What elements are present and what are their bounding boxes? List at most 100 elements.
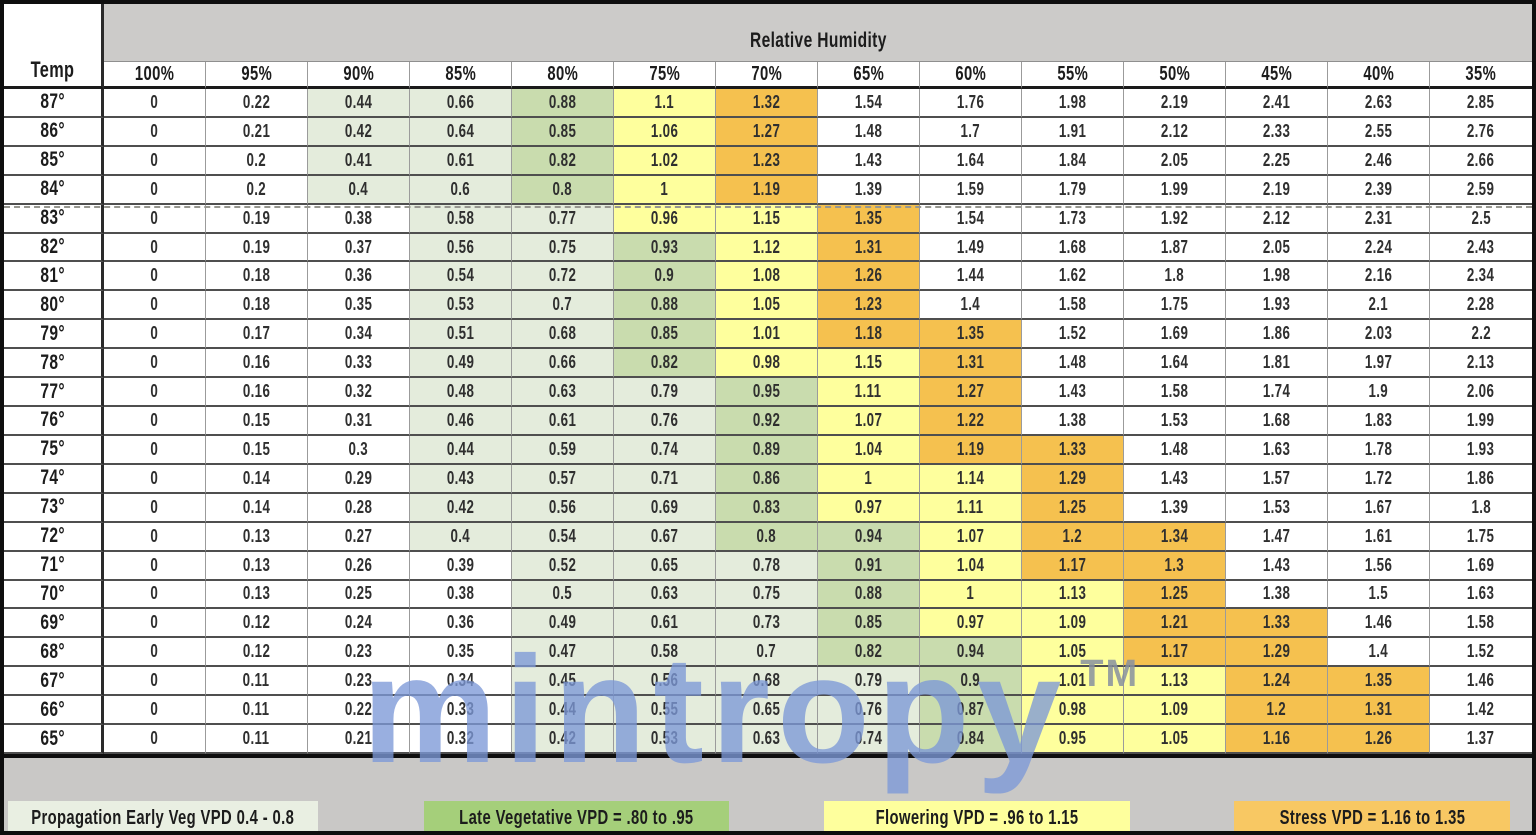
vpd-cell: 0.45 (512, 667, 614, 697)
vpd-cell: 0.32 (308, 378, 410, 408)
vpd-cell: 1.86 (1430, 464, 1532, 494)
temp-column-header: Temp (4, 4, 104, 89)
vpd-cell: 0.36 (410, 609, 512, 639)
vpd-cell: 0.61 (614, 609, 716, 639)
vpd-cell: 0.2 (206, 146, 308, 176)
vpd-cell: 1.54 (920, 204, 1022, 234)
vpd-cell: 2.13 (1430, 349, 1532, 379)
vpd-cell: 1.93 (1430, 435, 1532, 465)
vpd-cell: 1.1 (614, 89, 716, 118)
vpd-cell: 0.65 (716, 696, 818, 726)
temp-row-header: 81° (4, 262, 104, 292)
vpd-cell: 1.01 (1022, 667, 1124, 697)
vpd-cell: 0 (104, 638, 206, 668)
vpd-cell: 0.85 (512, 117, 614, 147)
vpd-cell: 1.2 (1022, 522, 1124, 552)
vpd-cell: 1.31 (1328, 696, 1430, 726)
vpd-cell: 0 (104, 522, 206, 552)
temp-row-header: 75° (4, 435, 104, 465)
temp-row-header: 69° (4, 609, 104, 639)
vpd-cell: 0.53 (410, 291, 512, 321)
vpd-cell: 1.38 (1226, 580, 1328, 610)
vpd-cell: 0.91 (818, 551, 920, 581)
vpd-cell: 1.37 (1430, 725, 1532, 754)
vpd-cell: 1.78 (1328, 435, 1430, 465)
vpd-cell: 2.12 (1124, 117, 1226, 147)
legend-propagation-early-veg: Propagation Early Veg VPD 0.4 - 0.8 (8, 801, 318, 831)
vpd-cell: 0.32 (410, 725, 512, 754)
vpd-cell: 1.63 (1430, 580, 1532, 610)
vpd-cell: 0.72 (512, 262, 614, 292)
vpd-cell: 0.82 (614, 349, 716, 379)
vpd-cell: 0.75 (512, 233, 614, 263)
vpd-cell: 0.49 (410, 349, 512, 379)
vpd-cell: 1.92 (1124, 204, 1226, 234)
vpd-cell: 0.49 (512, 609, 614, 639)
vpd-cell: 0.63 (716, 725, 818, 754)
legend-flowering: Flowering VPD = .96 to 1.15 (824, 801, 1130, 831)
vpd-cell: 0.44 (410, 435, 512, 465)
vpd-cell: 1.33 (1226, 609, 1328, 639)
vpd-cell: 0.42 (512, 725, 614, 754)
vpd-cell: 0.9 (614, 262, 716, 292)
vpd-cell: 0.14 (206, 464, 308, 494)
vpd-cell: 0.27 (308, 522, 410, 552)
legend-late-vegetative-label: Late Vegetative VPD = .80 to .95 (459, 807, 694, 829)
vpd-cell: 1.31 (920, 349, 1022, 379)
vpd-cell: 1.26 (818, 262, 920, 292)
vpd-cell: 1.08 (716, 262, 818, 292)
vpd-cell: 0.98 (716, 349, 818, 379)
vpd-cell: 0 (104, 551, 206, 581)
vpd-cell: 0.23 (308, 667, 410, 697)
vpd-cell: 0.19 (206, 233, 308, 263)
vpd-cell: 0.16 (206, 349, 308, 379)
vpd-cell: 0.18 (206, 262, 308, 292)
vpd-cell: 1.05 (1124, 725, 1226, 754)
vpd-cell: 0.33 (410, 696, 512, 726)
vpd-cell: 1.59 (920, 175, 1022, 205)
vpd-cell: 1.99 (1124, 175, 1226, 205)
vpd-cell: 1.9 (1328, 378, 1430, 408)
vpd-cell: 1.52 (1430, 638, 1532, 668)
vpd-cell: 0 (104, 378, 206, 408)
vpd-cell: 0 (104, 204, 206, 234)
vpd-cell: 1.75 (1124, 291, 1226, 321)
vpd-cell: 0.4 (410, 522, 512, 552)
vpd-cell: 2.34 (1430, 262, 1532, 292)
vpd-cell: 0.43 (410, 464, 512, 494)
vpd-cell: 0.85 (818, 609, 920, 639)
vpd-cell: 1.58 (1022, 291, 1124, 321)
vpd-cell: 1.01 (716, 320, 818, 350)
vpd-cell: 1.64 (1124, 349, 1226, 379)
vpd-cell: 0.46 (410, 407, 512, 436)
temp-row-header: 73° (4, 493, 104, 523)
vpd-cell: 1.43 (1226, 551, 1328, 581)
vpd-cell: 1.35 (1328, 667, 1430, 697)
vpd-cell: 0.54 (410, 262, 512, 292)
vpd-cell: 2.03 (1328, 320, 1430, 350)
vpd-cell: 1.19 (716, 175, 818, 205)
vpd-cell: 1.68 (1022, 233, 1124, 263)
vpd-cell: 0 (104, 262, 206, 292)
vpd-cell: 0.57 (512, 464, 614, 494)
vpd-cell: 0.73 (716, 609, 818, 639)
vpd-cell: 1.49 (920, 233, 1022, 263)
temp-row-header: 72° (4, 522, 104, 552)
humidity-column-header: 95% (206, 62, 308, 89)
vpd-cell: 0.88 (818, 580, 920, 610)
vpd-cell: 1.4 (920, 291, 1022, 321)
temp-row-header: 84° (4, 175, 104, 205)
vpd-cell: 2.55 (1328, 117, 1430, 147)
vpd-cell: 0.3 (308, 435, 410, 465)
vpd-cell: 1.44 (920, 262, 1022, 292)
vpd-cell: 1.69 (1430, 551, 1532, 581)
vpd-cell: 0.41 (308, 146, 410, 176)
vpd-cell: 0.25 (308, 580, 410, 610)
vpd-cell: 1.93 (1226, 291, 1328, 321)
vpd-cell: 1.32 (716, 89, 818, 118)
temp-row-header: 80° (4, 291, 104, 321)
vpd-cell: 0.95 (1022, 725, 1124, 754)
vpd-cell: 0.21 (308, 725, 410, 754)
vpd-cell: 1.53 (1226, 493, 1328, 523)
vpd-cell: 1.15 (716, 204, 818, 234)
